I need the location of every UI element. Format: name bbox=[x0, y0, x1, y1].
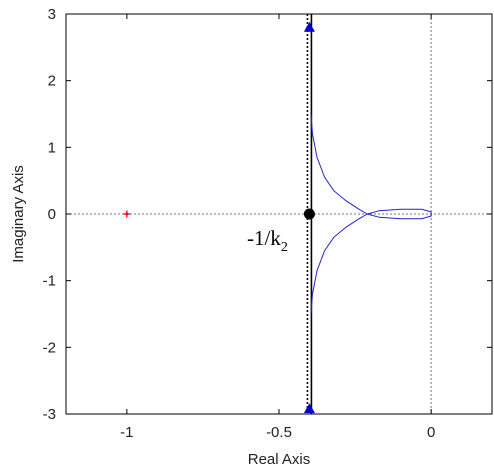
annotation-layer: -1/k2 bbox=[247, 226, 288, 255]
y-tick-label: 2 bbox=[48, 73, 56, 90]
y-tick-label: 1 bbox=[48, 139, 56, 156]
y-tick-label: 0 bbox=[48, 206, 56, 223]
top-triangle-marker bbox=[303, 21, 315, 32]
annotation-label: -1/k2 bbox=[247, 226, 288, 255]
markers-layer bbox=[123, 21, 315, 414]
y-tick-label: -1 bbox=[43, 273, 56, 290]
locus-series-line bbox=[310, 113, 432, 315]
ticks-layer: -1 -0.5 0 -3 -2 -1 0 1 2 3 bbox=[43, 6, 492, 441]
series-layer bbox=[310, 113, 432, 315]
x-tick-label: -0.5 bbox=[266, 424, 292, 441]
x-tick-label: -1 bbox=[120, 424, 133, 441]
black-point-marker bbox=[303, 208, 315, 220]
y-tick-label: -3 bbox=[43, 406, 56, 423]
x-axis-title: Real Axis bbox=[248, 451, 311, 468]
bottom-triangle-marker bbox=[303, 403, 315, 414]
red-point-marker bbox=[123, 210, 131, 218]
y-axis-title: Imaginary Axis bbox=[10, 165, 27, 263]
y-tick-label: -2 bbox=[43, 339, 56, 356]
x-tick-label: 0 bbox=[427, 424, 435, 441]
y-tick-label: 3 bbox=[48, 6, 56, 23]
